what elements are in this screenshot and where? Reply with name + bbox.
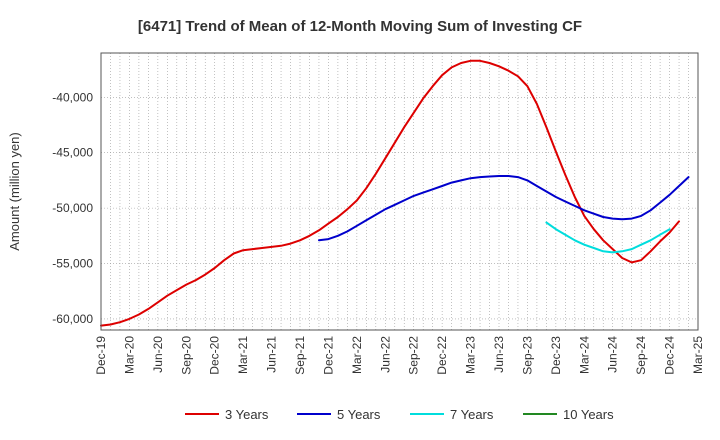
x-tick-label: Dec-24 (663, 336, 677, 375)
x-tick-label: Mar-23 (464, 336, 478, 374)
x-tick-label: Mar-22 (350, 336, 364, 374)
series-line-3-years (100, 59, 680, 327)
legend-label-10-years: 10 Years (563, 407, 614, 422)
y-tick-label: -40,000 (52, 90, 93, 104)
y-tick-label: -60,000 (52, 312, 93, 326)
x-tick-label: Sep-22 (407, 336, 421, 375)
series-line-5-years (318, 175, 690, 242)
x-tick-label: Mar-20 (122, 336, 136, 374)
x-tick-label: Dec-20 (208, 336, 222, 375)
x-tick-label: Jun-21 (265, 336, 279, 373)
x-tick-labels: Dec-19 Mar-20 Jun-20 Sep-20 Dec-20 Mar-21 Jun-… (94, 336, 705, 375)
x-tick-label: Jun-24 (606, 336, 620, 373)
x-tick-label: Jun-23 (492, 336, 506, 373)
grid (100, 53, 699, 330)
x-tick-label: Jun-22 (378, 336, 392, 373)
x-tick-label: Sep-21 (293, 336, 307, 375)
legend: 3 Years 5 Years 7 Years 10 Years (185, 407, 614, 422)
legend-label-7-years: 7 Years (450, 407, 494, 422)
x-tick-label: Dec-19 (94, 336, 108, 375)
x-tick-label: Sep-24 (634, 336, 648, 375)
x-tick-label: Mar-25 (691, 336, 705, 374)
x-tick-label: Jun-20 (151, 336, 165, 373)
series-lines (100, 59, 690, 327)
y-tick-label: -50,000 (52, 201, 93, 215)
legend-label-5-years: 5 Years (337, 407, 381, 422)
y-axis-label: Amount (million yen) (7, 132, 22, 251)
x-tick-label: Sep-20 (179, 336, 193, 375)
plot-frame (100, 52, 699, 331)
y-tick-label: -45,000 (52, 146, 93, 160)
x-tick-label: Mar-21 (236, 336, 250, 374)
legend-label-3-years: 3 Years (225, 407, 269, 422)
x-tick-label: Mar-24 (577, 336, 591, 374)
x-tick-label: Dec-21 (321, 336, 335, 375)
x-tick-label: Dec-23 (549, 336, 563, 375)
y-tick-label: -55,000 (52, 257, 93, 271)
series-line-7-years (545, 221, 671, 254)
x-tick-label: Dec-22 (435, 336, 449, 375)
chart-title: [6471] Trend of Mean of 12-Month Moving … (138, 18, 582, 35)
x-tick-label: Sep-23 (520, 336, 534, 375)
y-tick-labels: -60,000 -55,000 -50,000 -45,000 -40,000 (52, 90, 93, 326)
